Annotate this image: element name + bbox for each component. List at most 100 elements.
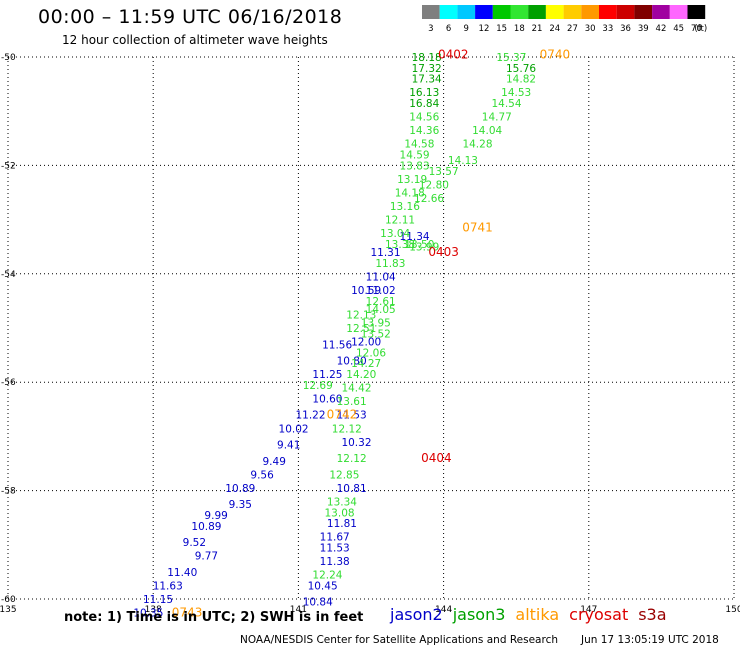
x-tick-label: 141 [290,605,307,615]
color-scale: 3 6 9 12 15 18 21 24 27 30 33 36 39 42 45 70(ft) [422,5,707,34]
data-point-label: 15.76 [506,63,536,75]
scale-label: 3 [428,24,433,34]
data-point-label: 9.49 [263,456,286,468]
data-point-label: 12.12 [337,453,367,465]
data-point-label: 13.52 [361,328,391,340]
scale-label: 45 [673,24,684,34]
x-tick-label: 147 [580,605,597,615]
credit-line: NOAA/NESDIS Center for Satellite Applica… [240,634,558,646]
data-point-label: 14.53 [501,87,531,99]
data-point-label: 12.66 [414,193,444,205]
data-point-label: 12.06 [356,347,386,359]
y-tick-label: -52 [1,161,16,171]
page-title: 00:00 – 11:59 UTC 06/16/2018 [38,6,343,28]
pass-time-label: 0402 [438,47,469,61]
scale-label: 21 [532,24,543,34]
scale-swatch [545,5,564,19]
legend-item-jason2: jason2 [390,605,443,624]
x-tick-label: 138 [145,605,162,615]
data-point-label: 13.38 [385,239,415,251]
data-point-label: 13.57 [429,166,459,178]
scale-swatch [599,5,617,19]
data-point-label: 13.04 [380,228,410,240]
scale-swatch [652,5,670,19]
data-point-label: 11.04 [366,272,396,284]
timestamp: Jun 17 13:05:19 UTC 2018 [581,634,719,646]
data-point-label: 12.12 [332,423,362,435]
data-point-label: 11.67 [320,532,350,544]
data-point-label: 13.95 [361,318,391,330]
data-point-label: 12.61 [366,296,396,308]
data-point-label: 17.34 [412,74,442,86]
data-point-label: 13.34 [327,496,357,508]
data-point-label: 9.77 [195,551,218,563]
scale-label: 39 [638,24,649,34]
data-point-label: 11.83 [375,258,405,270]
data-point-label: 9.52 [183,537,206,549]
data-point-label: 13.08 [325,507,355,519]
data-point-label: 13.61 [337,396,367,408]
satellite-legend: jason2 jason3 altika cryosat s3a [390,605,677,624]
data-point-label: 14.13 [448,155,478,167]
scale-label: 18 [514,24,525,34]
scale-swatch [492,5,511,19]
legend-item-s3a: s3a [638,605,667,624]
data-point-label: 12.69 [303,380,333,392]
scale-swatch [510,5,529,19]
data-point-label: 12.00 [351,337,381,349]
legend-item-altika: altika [515,605,560,624]
data-point-label: 13.50 [404,239,434,251]
scale-label: 24 [549,24,560,34]
y-tick-label: -54 [1,270,16,280]
data-point-label: 12.51 [346,323,376,335]
pass-time-label: 0740 [540,47,571,61]
data-point-label: 15.37 [496,52,526,64]
data-point-label: 11.38 [320,556,350,568]
scale-label: 12 [479,24,490,34]
footer-note: note: 1) Time is in UTC; 2) SWH is in fe… [64,610,364,625]
data-point-label: 11.53 [337,410,367,422]
scale-label: 33 [602,24,613,34]
data-point-label: 11.25 [312,369,342,381]
pass-time-label: 0741 [462,221,493,235]
scale-label: 36 [620,24,631,34]
data-point-label: 16.13 [409,87,439,99]
y-tick-label: -58 [1,487,16,497]
data-point-label: 18.18 [412,52,442,64]
scale-label: 9 [464,24,469,34]
x-tick-label: 144 [435,605,452,615]
data-point-label: 14.82 [506,74,536,86]
data-point-label: 14.59 [400,150,430,162]
data-point-label: 14.18 [395,188,425,200]
scale-swatch [634,5,653,19]
data-point-label: 14.42 [341,383,371,395]
data-point-label: 14.27 [351,358,381,370]
scale-swatch [422,5,440,19]
data-point-label: 17.32 [412,63,442,75]
data-point-label: 14.05 [366,304,396,316]
data-point-label: 14.56 [409,112,439,124]
data-point-label: 10.59 [351,285,381,297]
data-point-label: 9.99 [204,510,227,522]
scale-label: 27 [567,24,578,34]
data-point-label: 10.02 [279,423,309,435]
data-point-label: 13.16 [390,201,420,213]
data-point-label: 10.81 [337,483,367,495]
data-point-label: 10.35 [133,608,163,620]
data-point-label: 12.24 [312,570,342,582]
data-point-label: 14.77 [482,112,512,124]
data-point-label: 13.19 [397,174,427,186]
scale-label: 6 [446,24,451,34]
scale-label: 15 [496,24,507,34]
data-point-label: 10.84 [303,597,333,609]
y-tick-label: -50 [1,53,16,63]
y-tick-label: -60 [1,595,16,605]
scale-swatch [669,5,688,19]
pass-time-label: 0403 [428,245,459,259]
scale-swatch [475,5,493,19]
data-point-label: 12.13 [346,309,376,321]
data-point-label: 14.54 [491,98,521,110]
data-point-label: 14.28 [462,139,492,151]
